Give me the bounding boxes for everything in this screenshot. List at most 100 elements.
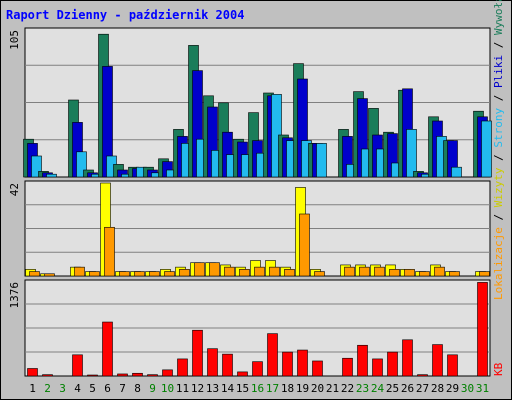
x-tick-label: 12 [191, 382, 204, 395]
x-tick-label: 28 [431, 382, 444, 395]
bar-kb-4 [72, 354, 83, 377]
bar-kb-9 [147, 374, 158, 377]
x-tick-label: 21 [326, 382, 339, 395]
bar-kb-25 [387, 351, 398, 377]
bar-kb-22 [342, 357, 353, 377]
x-tick-label: 19 [296, 382, 309, 395]
x-tick-label: 18 [281, 382, 294, 395]
bar-lokalizacje-12 [194, 262, 205, 277]
bar-lokalizacje-19 [299, 213, 310, 277]
x-tick-label: 30 [461, 382, 474, 395]
bar-kb-2 [42, 374, 53, 377]
legend-sep: / [492, 88, 505, 108]
x-tick-label: 5 [89, 382, 96, 395]
legend-sep: / [492, 207, 505, 227]
bar-lokalizacje-2 [44, 273, 55, 277]
bar-lokalizacje-25 [389, 269, 400, 277]
bar-strony-4 [76, 151, 87, 178]
x-tick-label: 11 [176, 382, 189, 395]
x-tick-label: 17 [266, 382, 279, 395]
bar-kb-16 [252, 361, 263, 377]
bar-kb-15 [237, 371, 248, 377]
x-tick-label: 20 [311, 382, 324, 395]
chart-title: Raport Dzienny - październik 2004 [6, 8, 244, 22]
x-tick-label: 4 [74, 382, 81, 395]
bar-lokalizacje-1 [29, 271, 40, 277]
y-max-label: 42 [8, 183, 21, 196]
bar-kb-19 [297, 349, 308, 377]
legend-main: Lokalizacje / Wizyty / Strony / Pliki / … [492, 0, 505, 300]
bar-kb-14 [222, 353, 233, 377]
x-tick-label: 3 [59, 382, 66, 395]
x-tick-label: 22 [341, 382, 354, 395]
bar-strony-26 [406, 129, 417, 178]
bar-lokalizacje-6 [104, 226, 115, 277]
bar-kb-23 [357, 344, 368, 377]
bar-kb-6 [102, 321, 113, 377]
bar-kb-11 [177, 358, 188, 377]
bar-lokalizacje-16 [254, 266, 265, 277]
bar-lokalizacje-13 [209, 262, 220, 277]
bar-lokalizacje-28 [434, 266, 445, 277]
bar-kb-28 [432, 344, 443, 377]
bar-lokalizacje-24 [374, 266, 385, 277]
x-tick-label: 1 [29, 382, 36, 395]
x-tick-label: 24 [371, 382, 385, 395]
bar-kb-24 [372, 358, 383, 377]
bar-lokalizacje-18 [284, 269, 295, 277]
bar-kb-1 [27, 368, 38, 377]
bar-kb-31 [477, 282, 488, 377]
bar-lokalizacje-26 [404, 269, 415, 277]
legend-pliki: Pliki [492, 55, 505, 88]
bar-kb-12 [192, 329, 203, 377]
bar-lokalizacje-29 [449, 271, 460, 277]
x-tick-label: 25 [386, 382, 399, 395]
bar-lokalizacje-7 [119, 271, 130, 277]
legend-lokalizacje: Lokalizacje [492, 227, 505, 300]
x-tick-label: 13 [206, 382, 219, 395]
bar-lokalizacje-27 [419, 271, 430, 277]
bar-kb-26 [402, 339, 413, 377]
bar-lokalizacje-31 [479, 271, 490, 277]
bar-kb-27 [417, 374, 428, 377]
bar-strony-2 [46, 173, 57, 178]
y-max-label: 1376 [8, 282, 21, 309]
bar-lokalizacje-11 [179, 269, 190, 277]
bar-lokalizacje-9 [149, 271, 160, 277]
bars-kb [27, 282, 488, 377]
bar-strony-29 [451, 166, 462, 178]
x-tick-label: 15 [236, 382, 249, 395]
bar-strony-31 [481, 120, 492, 178]
x-tick-label: 16 [251, 382, 264, 395]
bar-lokalizacje-4 [74, 266, 85, 277]
bar-kb-20 [312, 360, 323, 377]
bar-lokalizacje-17 [269, 266, 280, 277]
panel-hits: 105 [8, 27, 492, 178]
x-axis-labels: 1 2 3 4 5 6 7 8 9 10 11 12 13 14 15 16 17 18 19 20 21 22 23 24 2… [29, 382, 489, 395]
x-tick-label: 6 [104, 382, 111, 395]
y-max-label: 105 [8, 30, 21, 50]
bar-lokalizacje-10 [164, 271, 175, 277]
bar-lokalizacje-20 [314, 271, 325, 277]
bar-strony-20 [316, 143, 327, 178]
x-tick-label: 27 [416, 382, 429, 395]
bar-lokalizacje-15 [239, 269, 250, 277]
legend-sep: / [492, 35, 505, 55]
bar-lokalizacje-8 [134, 271, 145, 277]
x-tick-label: 31 [476, 382, 489, 395]
x-tick-label: 23 [356, 382, 369, 395]
bars-visits [25, 182, 490, 277]
x-tick-label: 7 [119, 382, 126, 395]
bar-kb-29 [447, 354, 458, 377]
panel-visits: 42 [8, 180, 491, 277]
x-tick-label: 9 [149, 382, 156, 395]
bar-lokalizacje-23 [359, 266, 370, 277]
bar-strony-1 [31, 155, 42, 178]
bar-kb-18 [282, 351, 293, 377]
bars-hits [23, 33, 492, 178]
x-tick-label: 8 [134, 382, 141, 395]
x-tick-label: 2 [44, 382, 51, 395]
chart-panels: 105 42 1376 [8, 27, 492, 377]
